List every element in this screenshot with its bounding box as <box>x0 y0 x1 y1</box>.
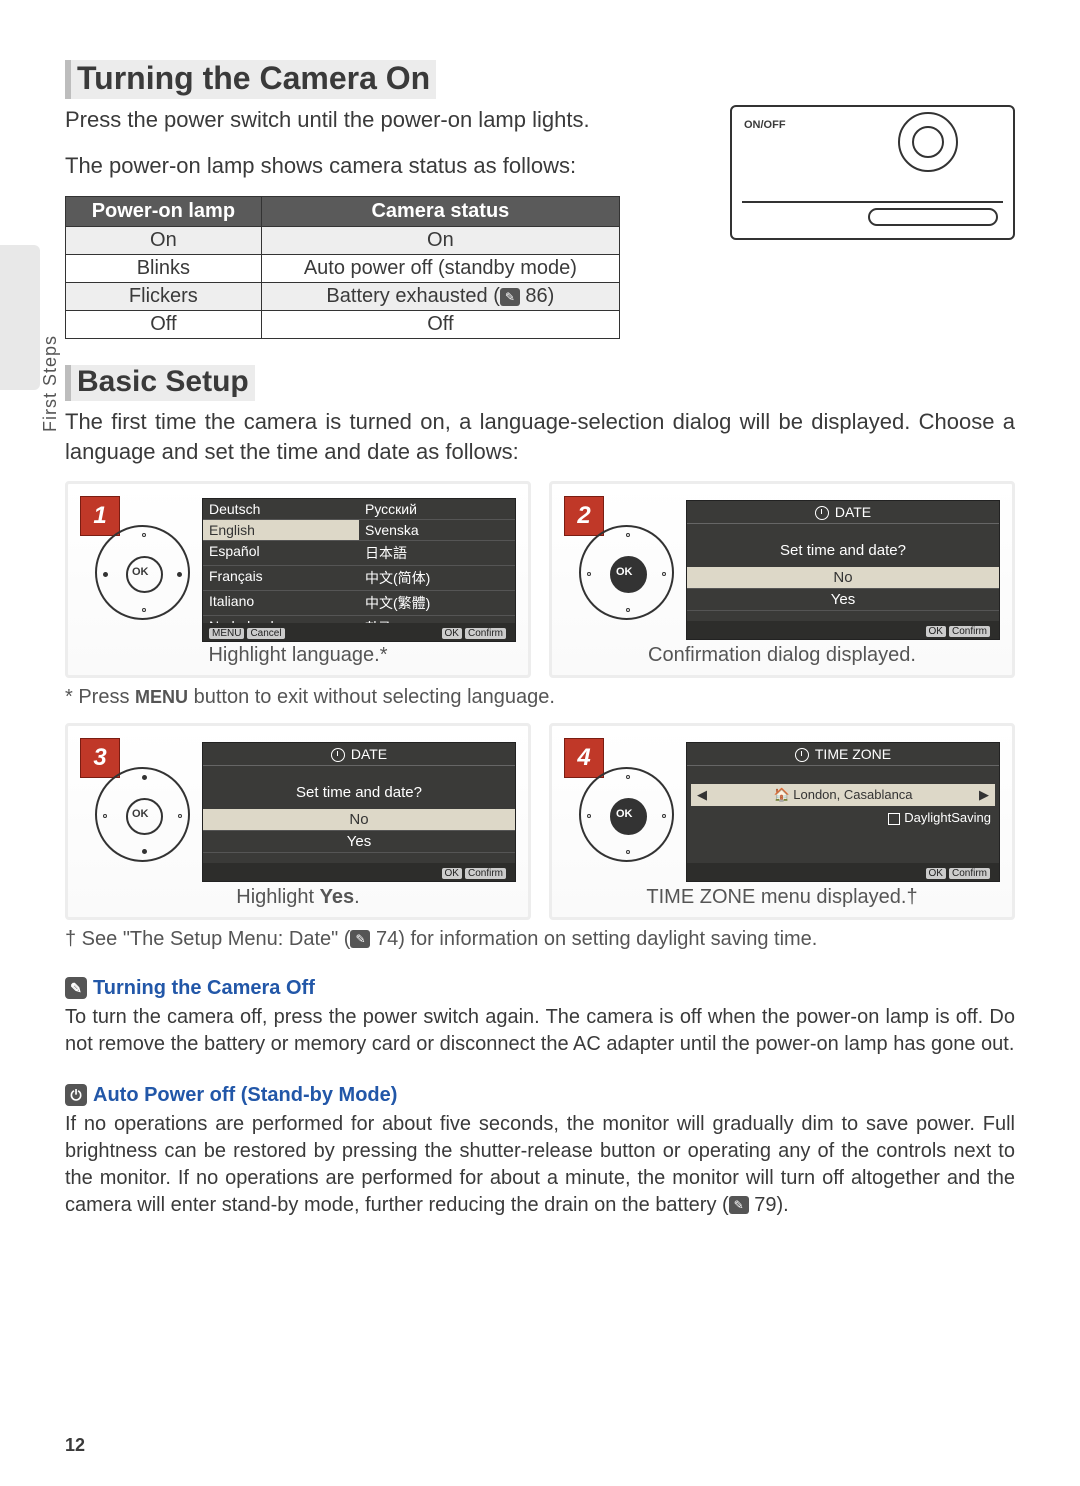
sub-auto-power-off: ⏻Auto Power off (Stand-by Mode) If no op… <box>65 1084 1015 1219</box>
heading-basic-setup: Basic Setup <box>65 365 255 401</box>
step-number: 2 <box>564 496 604 536</box>
onoff-label: ON/OFF <box>744 119 786 131</box>
page-number: 12 <box>65 1435 85 1456</box>
status-table: Power-on lamp Camera status OnOn BlinksA… <box>65 196 620 339</box>
table-row: OnOn <box>66 227 620 255</box>
step-caption: Highlight language.* <box>80 644 516 667</box>
intro-line2: The power-on lamp shows camera status as… <box>65 151 700 181</box>
timer-icon: ⏻ <box>65 1084 87 1106</box>
date-dialog: DATE Set time and date? No Yes OKConfirm <box>202 742 516 882</box>
dpad-icon: OK <box>579 767 674 862</box>
steps-row-1: 1 OK DeutschРусский EnglishSvenska Españ… <box>65 481 1015 678</box>
table-row: OffOff <box>66 311 620 339</box>
mode-dial-icon <box>898 112 958 172</box>
step-3: 3 OK DATE Set time and date? No Yes OKCo… <box>65 723 531 920</box>
side-tab <box>0 245 40 390</box>
step-number: 4 <box>564 738 604 778</box>
page-content: Turning the Camera On Press the power sw… <box>0 0 1080 1219</box>
camera-diagram: ON/OFF <box>730 105 1015 240</box>
pencil-icon: ✎ <box>65 977 87 999</box>
date-dialog: DATE Set time and date? No Yes OKConfirm <box>686 500 1000 640</box>
language-menu: DeutschРусский EnglishSvenska Español日本語… <box>202 498 516 642</box>
dpad-icon: OK <box>95 525 190 620</box>
steps-row-2: 3 OK DATE Set time and date? No Yes OKCo… <box>65 723 1015 920</box>
side-label: First Steps <box>40 335 61 432</box>
dpad-icon: OK <box>95 767 190 862</box>
timezone-menu: TIME ZONE ◀🏠 London, Casablanca▶ Dayligh… <box>686 742 1000 882</box>
table-row: BlinksAuto power off (standby mode) <box>66 255 620 283</box>
top-row: Press the power switch until the power-o… <box>65 105 1015 339</box>
step-caption: Highlight Yes. <box>80 886 516 909</box>
heading-turning-on: Turning the Camera On <box>65 60 436 99</box>
table-row: FlickersBattery exhausted (✎ 86) <box>66 283 620 311</box>
step-number: 3 <box>80 738 120 778</box>
step-4: 4 OK TIME ZONE ◀🏠 London, Casablanca▶ Da… <box>549 723 1015 920</box>
sub-text: To turn the camera off, press the power … <box>65 1004 1015 1058</box>
sub-text: If no operations are performed for about… <box>65 1111 1015 1219</box>
step-1: 1 OK DeutschРусский EnglishSvenska Españ… <box>65 481 531 678</box>
footnote-1: * Press MENU button to exit without sele… <box>65 686 1015 709</box>
sub-turning-off: ✎Turning the Camera Off To turn the came… <box>65 977 1015 1058</box>
th-status: Camera status <box>261 197 619 227</box>
step-caption: TIME ZONE menu displayed.† <box>564 886 1000 909</box>
dpad-icon: OK <box>579 525 674 620</box>
intro-block: Press the power switch until the power-o… <box>65 105 700 339</box>
step-number: 1 <box>80 496 120 536</box>
th-lamp: Power-on lamp <box>66 197 262 227</box>
step-2: 2 OK DATE Set time and date? No Yes OKCo… <box>549 481 1015 678</box>
step-caption: Confirmation dialog displayed. <box>564 644 1000 667</box>
footnote-2: † See "The Setup Menu: Date" (✎ 74) for … <box>65 928 1015 951</box>
intro-line1: Press the power switch until the power-o… <box>65 105 700 135</box>
setup-intro: The first time the camera is turned on, … <box>65 407 1015 466</box>
